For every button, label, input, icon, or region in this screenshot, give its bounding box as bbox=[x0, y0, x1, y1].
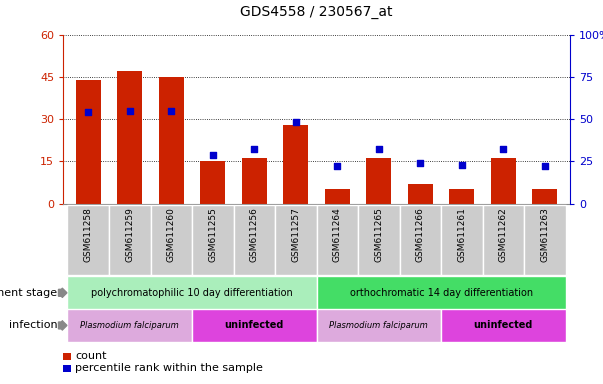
Text: GSM611265: GSM611265 bbox=[374, 207, 384, 262]
FancyBboxPatch shape bbox=[109, 205, 151, 275]
FancyBboxPatch shape bbox=[151, 205, 192, 275]
Bar bbox=[441, 309, 566, 342]
Text: GSM611263: GSM611263 bbox=[540, 207, 549, 262]
Point bbox=[457, 162, 467, 168]
Text: GSM611259: GSM611259 bbox=[125, 207, 134, 262]
Bar bbox=[159, 77, 184, 204]
Text: GSM611256: GSM611256 bbox=[250, 207, 259, 262]
Text: GDS4558 / 230567_at: GDS4558 / 230567_at bbox=[241, 5, 393, 19]
Point bbox=[499, 146, 508, 152]
Text: polychromatophilic 10 day differentiation: polychromatophilic 10 day differentiatio… bbox=[91, 288, 293, 298]
Text: GSM611258: GSM611258 bbox=[84, 207, 93, 262]
Point bbox=[291, 119, 301, 126]
Text: GSM611261: GSM611261 bbox=[458, 207, 466, 262]
Bar bbox=[325, 189, 350, 204]
Text: count: count bbox=[75, 351, 107, 361]
FancyBboxPatch shape bbox=[275, 205, 317, 275]
Bar bbox=[200, 161, 226, 204]
FancyBboxPatch shape bbox=[192, 205, 233, 275]
Bar bbox=[491, 159, 516, 204]
Point bbox=[208, 151, 218, 157]
Point bbox=[415, 160, 425, 166]
FancyBboxPatch shape bbox=[524, 205, 566, 275]
Text: GSM611266: GSM611266 bbox=[416, 207, 425, 262]
Text: GSM611264: GSM611264 bbox=[333, 207, 342, 262]
Bar bbox=[118, 71, 142, 204]
Bar bbox=[283, 125, 308, 204]
Text: orthochromatic 14 day differentiation: orthochromatic 14 day differentiation bbox=[350, 288, 532, 298]
Bar bbox=[76, 79, 101, 204]
Text: Plasmodium falciparum: Plasmodium falciparum bbox=[329, 321, 428, 330]
FancyBboxPatch shape bbox=[358, 205, 400, 275]
Bar bbox=[449, 189, 475, 204]
FancyBboxPatch shape bbox=[68, 205, 109, 275]
FancyBboxPatch shape bbox=[441, 205, 482, 275]
Point bbox=[540, 163, 550, 169]
Text: GSM611257: GSM611257 bbox=[291, 207, 300, 262]
Text: infection: infection bbox=[8, 320, 57, 331]
Bar bbox=[408, 184, 433, 204]
Bar bbox=[192, 309, 317, 342]
FancyBboxPatch shape bbox=[317, 205, 358, 275]
Text: GSM611260: GSM611260 bbox=[167, 207, 175, 262]
Text: uninfected: uninfected bbox=[224, 320, 284, 331]
Bar bbox=[317, 276, 566, 309]
Point bbox=[125, 108, 134, 114]
Bar bbox=[367, 159, 391, 204]
Point bbox=[83, 109, 93, 115]
Bar bbox=[317, 309, 441, 342]
Point bbox=[166, 108, 176, 114]
Bar bbox=[68, 276, 317, 309]
Text: development stage: development stage bbox=[0, 288, 57, 298]
Point bbox=[332, 163, 342, 169]
Point bbox=[250, 146, 259, 152]
FancyBboxPatch shape bbox=[482, 205, 524, 275]
Text: GSM611255: GSM611255 bbox=[208, 207, 217, 262]
Text: GSM611262: GSM611262 bbox=[499, 207, 508, 262]
Text: Plasmodium falciparum: Plasmodium falciparum bbox=[80, 321, 179, 330]
Bar bbox=[68, 309, 192, 342]
Text: uninfected: uninfected bbox=[474, 320, 533, 331]
FancyBboxPatch shape bbox=[233, 205, 275, 275]
Text: percentile rank within the sample: percentile rank within the sample bbox=[75, 363, 264, 374]
FancyBboxPatch shape bbox=[400, 205, 441, 275]
Bar bbox=[242, 159, 267, 204]
Bar bbox=[532, 189, 557, 204]
Point bbox=[374, 146, 384, 152]
